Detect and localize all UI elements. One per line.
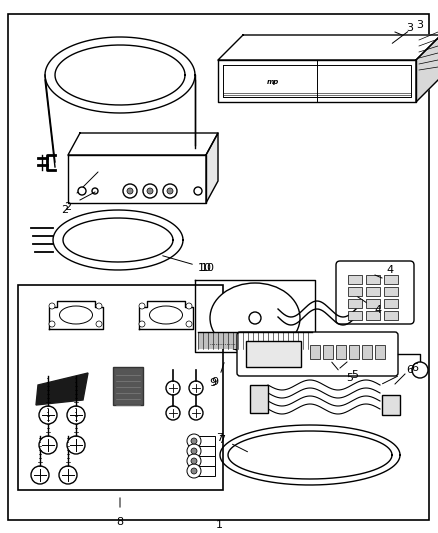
Bar xyxy=(361,345,371,359)
Ellipse shape xyxy=(60,306,92,324)
Circle shape xyxy=(92,188,98,194)
Circle shape xyxy=(191,458,197,464)
Circle shape xyxy=(187,444,201,458)
Bar xyxy=(347,311,361,320)
Bar xyxy=(245,341,300,367)
Circle shape xyxy=(194,187,201,195)
Text: 6: 6 xyxy=(410,363,417,373)
Bar xyxy=(365,299,379,308)
Polygon shape xyxy=(36,373,88,405)
Text: 2: 2 xyxy=(61,205,68,215)
Text: 4: 4 xyxy=(385,265,392,275)
Polygon shape xyxy=(68,155,205,203)
Bar xyxy=(113,367,143,405)
Circle shape xyxy=(147,188,153,194)
Circle shape xyxy=(162,184,177,198)
Bar xyxy=(365,275,379,284)
Circle shape xyxy=(96,321,102,327)
Circle shape xyxy=(96,303,102,309)
Bar xyxy=(347,299,361,308)
Bar xyxy=(383,287,397,296)
Text: 8: 8 xyxy=(116,517,123,527)
Bar xyxy=(383,311,397,320)
Bar xyxy=(383,275,397,284)
Bar xyxy=(309,345,319,359)
Polygon shape xyxy=(218,35,438,60)
Circle shape xyxy=(191,438,197,444)
Polygon shape xyxy=(68,133,218,155)
Circle shape xyxy=(67,406,85,424)
Bar xyxy=(381,395,399,415)
Bar xyxy=(347,275,361,284)
Text: 5: 5 xyxy=(346,373,353,383)
Bar xyxy=(194,466,215,476)
Bar xyxy=(322,345,332,359)
Bar xyxy=(347,287,361,296)
Text: 3: 3 xyxy=(416,20,423,30)
Circle shape xyxy=(248,312,261,324)
Text: 6: 6 xyxy=(406,365,413,375)
Circle shape xyxy=(187,464,201,478)
Circle shape xyxy=(189,381,202,395)
Circle shape xyxy=(411,362,427,378)
Bar xyxy=(194,456,215,466)
FancyBboxPatch shape xyxy=(237,332,397,376)
FancyBboxPatch shape xyxy=(335,261,413,324)
Text: 7: 7 xyxy=(216,433,223,443)
Bar xyxy=(198,332,311,349)
Circle shape xyxy=(39,436,57,454)
Polygon shape xyxy=(49,301,103,329)
Ellipse shape xyxy=(209,283,299,353)
Polygon shape xyxy=(139,301,193,329)
Circle shape xyxy=(186,321,191,327)
Polygon shape xyxy=(218,60,415,102)
Circle shape xyxy=(67,436,85,454)
Text: 4: 4 xyxy=(374,305,381,315)
Text: 2: 2 xyxy=(64,202,71,212)
Bar xyxy=(194,436,215,446)
Circle shape xyxy=(59,466,77,484)
Text: 5: 5 xyxy=(351,370,358,380)
Ellipse shape xyxy=(149,306,182,324)
Bar xyxy=(383,299,397,308)
Circle shape xyxy=(123,184,137,198)
Circle shape xyxy=(143,184,157,198)
Bar xyxy=(348,345,358,359)
Circle shape xyxy=(49,303,55,309)
Circle shape xyxy=(78,187,86,195)
Polygon shape xyxy=(205,133,218,203)
Circle shape xyxy=(187,434,201,448)
Circle shape xyxy=(166,381,180,395)
Text: 9: 9 xyxy=(209,378,216,388)
Circle shape xyxy=(49,321,55,327)
Circle shape xyxy=(139,303,145,309)
Polygon shape xyxy=(415,35,438,102)
Bar xyxy=(374,345,384,359)
Text: 10: 10 xyxy=(198,263,212,273)
Text: 3: 3 xyxy=(406,23,413,33)
Circle shape xyxy=(187,454,201,468)
Circle shape xyxy=(39,406,57,424)
Circle shape xyxy=(189,406,202,420)
Text: 9: 9 xyxy=(211,377,218,387)
Bar xyxy=(365,311,379,320)
Text: mp: mp xyxy=(266,79,279,85)
Circle shape xyxy=(191,448,197,454)
Polygon shape xyxy=(194,280,314,352)
Circle shape xyxy=(166,406,180,420)
Circle shape xyxy=(127,188,133,194)
Bar xyxy=(249,385,267,413)
Bar xyxy=(18,285,223,490)
Text: 1: 1 xyxy=(215,520,222,530)
Circle shape xyxy=(191,468,197,474)
Circle shape xyxy=(186,303,191,309)
Text: 10: 10 xyxy=(201,263,215,273)
Circle shape xyxy=(139,321,145,327)
Bar xyxy=(335,345,345,359)
Circle shape xyxy=(166,188,173,194)
Text: 7: 7 xyxy=(218,435,225,445)
Bar xyxy=(194,446,215,456)
Bar xyxy=(365,287,379,296)
Circle shape xyxy=(31,466,49,484)
